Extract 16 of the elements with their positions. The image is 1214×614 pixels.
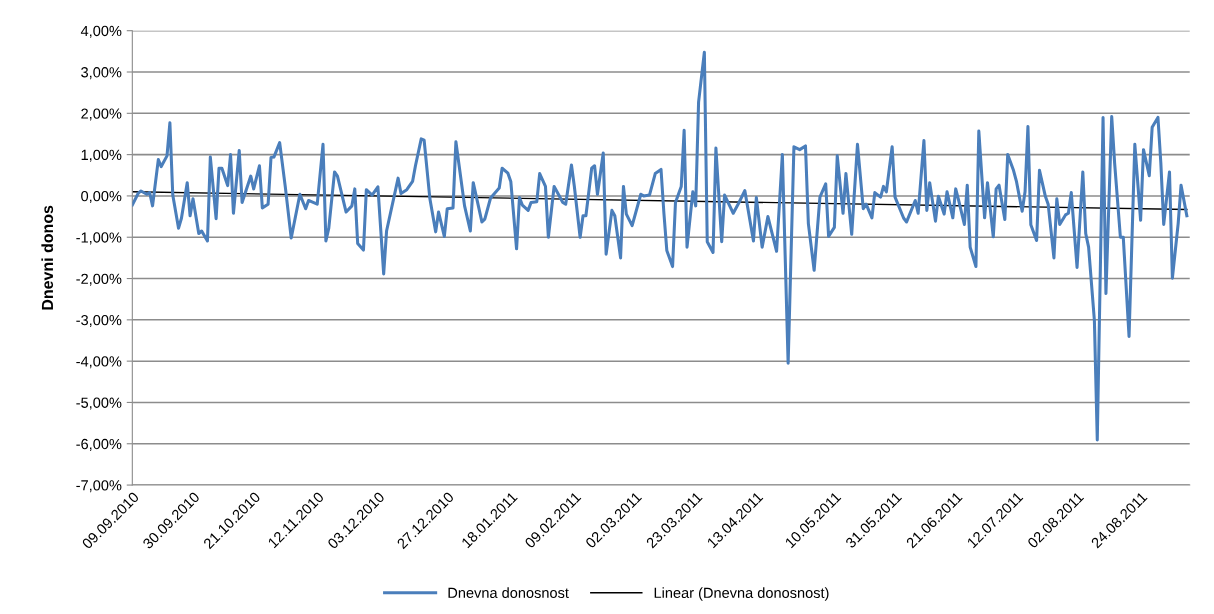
y-tick-label: 0,00% [81,191,122,204]
y-tick-label: 3,00% [81,67,122,80]
legend-label: Dnevna donosnost [448,587,569,598]
y-tick-label: -4,00% [76,356,122,369]
y-tick-label: -7,00% [76,480,122,493]
y-tick-label: -3,00% [76,314,122,327]
legend-label: Linear (Dnevna donosnost) [654,587,829,601]
y-tick-label: 4,00% [80,25,122,38]
y-axis-title: Dnevni donos [41,205,54,310]
line-series [132,50,1189,442]
y-tick-label: -1,00% [76,232,122,245]
y-tick-label: -5,00% [76,397,122,410]
y-tick-label: 1,00% [81,149,122,162]
y-tick-label: -6,00% [76,438,122,451]
y-tick-label: 2,00% [81,108,122,121]
y-tick-label: -2,00% [76,273,122,286]
